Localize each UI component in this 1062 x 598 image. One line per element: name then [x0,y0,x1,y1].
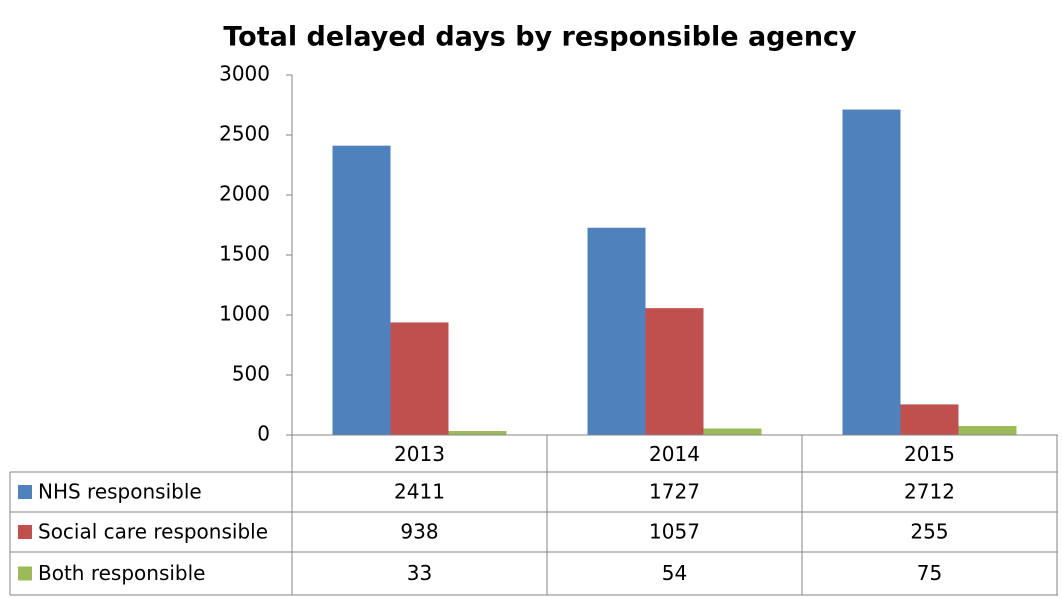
table-value: 75 [917,561,942,585]
bar [390,322,449,435]
chart-title: Total delayed days by responsible agency [223,22,857,53]
table-value: 255 [910,520,948,544]
y-tick-label: 0 [257,422,270,446]
legend-swatch [18,485,32,499]
table-value: 33 [407,561,432,585]
table-value: 2411 [394,480,445,504]
bar [587,227,646,435]
bar [645,308,704,435]
y-tick-label: 1500 [219,242,270,266]
legend-label: NHS responsible [38,480,202,504]
legend-swatch [18,566,32,581]
x-tick-label: 2015 [904,442,955,466]
bar [703,428,762,435]
y-tick-label: 2000 [219,182,270,206]
table-value: 938 [400,520,438,544]
legend-swatch [18,525,32,539]
bar [958,426,1017,435]
table-value: 1727 [649,480,700,504]
bar [332,145,391,435]
legend-label: Both responsible [38,561,205,585]
bar [900,404,959,435]
table-value: 1057 [649,520,700,544]
bar [842,109,901,435]
legend-label: Social care responsible [38,520,268,544]
y-tick-label: 3000 [219,62,270,86]
bar [448,431,507,435]
table-value: 54 [662,561,687,585]
y-tick-label: 500 [232,362,270,386]
y-tick-label: 2500 [219,122,270,146]
x-tick-label: 2014 [649,442,700,466]
x-tick-label: 2013 [394,442,445,466]
table-value: 2712 [904,480,955,504]
y-tick-label: 1000 [219,302,270,326]
